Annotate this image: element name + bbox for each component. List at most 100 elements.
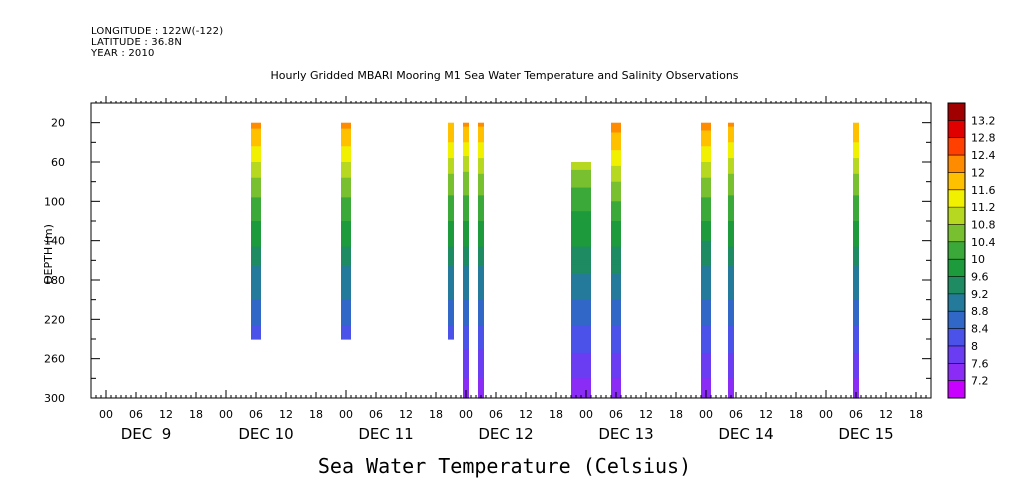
profile-cell xyxy=(463,179,469,183)
profile-cell xyxy=(341,191,351,195)
profile-cell xyxy=(478,230,484,234)
profile-cell xyxy=(463,201,469,204)
profile-cell xyxy=(853,207,859,210)
profile-cell xyxy=(611,136,621,139)
profile-cell xyxy=(853,128,859,132)
profile-cell xyxy=(448,217,454,220)
profile-cell xyxy=(853,164,859,167)
profile-cell xyxy=(728,230,734,234)
profile-cell xyxy=(611,156,621,159)
profile-cell xyxy=(251,248,261,252)
profile-cell xyxy=(478,217,484,220)
profile-cell xyxy=(463,317,469,320)
profile-cell xyxy=(571,262,591,265)
profile-cell xyxy=(478,136,484,139)
profile-cell xyxy=(853,175,859,179)
profile-cell xyxy=(448,183,454,187)
profile-cell xyxy=(571,238,591,242)
profile-cell xyxy=(251,140,261,143)
profile-cell xyxy=(251,287,261,291)
profile-cell xyxy=(251,293,261,297)
profile-cell xyxy=(341,209,351,212)
x-day-label: DEC 14 xyxy=(718,425,773,443)
profile-cell xyxy=(448,150,454,153)
profile-cell xyxy=(341,289,351,293)
profile-cell xyxy=(571,329,591,332)
profile-cell xyxy=(251,331,261,334)
profile-cell xyxy=(341,282,351,285)
profile-cell xyxy=(853,327,859,330)
profile-cell xyxy=(448,193,454,197)
profile-cell xyxy=(478,207,484,210)
profile-cell xyxy=(448,201,454,204)
colorbar-swatch xyxy=(948,276,965,295)
profile-cell xyxy=(463,181,469,185)
profile-cell xyxy=(478,360,484,364)
profile-cell xyxy=(341,164,351,167)
profile-cell xyxy=(251,291,261,295)
x-hour-label: 18 xyxy=(189,408,203,421)
profile-cell xyxy=(478,124,484,128)
colorbar: 7.2 7.6 8 8.4 8.8 9.2 9.6 10 10.4 10.8 11.2 11.6 12 1… xyxy=(947,102,996,399)
profile-cell xyxy=(853,240,859,244)
profile-cell xyxy=(463,244,469,248)
profile-cell xyxy=(701,283,711,287)
profile-cell xyxy=(853,297,859,301)
profile-cell xyxy=(251,325,261,328)
profile-cell xyxy=(478,175,484,179)
profile-cell xyxy=(251,160,261,163)
profile-cell xyxy=(448,337,454,340)
profile-cell xyxy=(701,370,711,374)
profile-cell xyxy=(571,211,591,214)
profile-cell xyxy=(701,307,711,311)
profile-cell xyxy=(448,315,454,318)
profile-cell xyxy=(611,376,621,379)
profile-column xyxy=(448,122,454,340)
profile-cell xyxy=(853,140,859,143)
x-hour-label: 18 xyxy=(909,408,923,421)
profile-cell xyxy=(701,341,711,344)
profile-cell xyxy=(463,327,469,330)
profile-cell xyxy=(341,142,351,145)
profile-cell xyxy=(853,165,859,169)
profile-cell xyxy=(571,370,591,374)
x-hour-label: 12 xyxy=(159,408,173,421)
profile-cell xyxy=(701,124,711,128)
profile-cell xyxy=(448,274,454,277)
y-tick-label: 140 xyxy=(44,235,65,248)
profile-cell xyxy=(728,228,734,232)
profile-cell xyxy=(251,142,261,145)
profile-cell xyxy=(853,252,859,256)
profile-cell xyxy=(341,315,351,318)
profile-cell xyxy=(701,315,711,318)
profile-cell xyxy=(571,193,591,197)
x-day-label: DEC 12 xyxy=(478,425,533,443)
profile-cell xyxy=(853,195,859,198)
profile-cell xyxy=(478,201,484,204)
profile-cell xyxy=(463,364,469,368)
profile-cell xyxy=(463,319,469,322)
profile-cell xyxy=(251,152,261,155)
profile-cell xyxy=(341,146,351,149)
profile-cell xyxy=(463,171,469,175)
profile-cell xyxy=(448,264,454,267)
profile-cell xyxy=(728,191,734,195)
profile-cell xyxy=(701,207,711,210)
profile-cell xyxy=(728,374,734,377)
profile-cell xyxy=(701,299,711,303)
profile-cell xyxy=(341,173,351,177)
profile-cell xyxy=(853,136,859,139)
profile-cell xyxy=(853,333,859,336)
profile-cell xyxy=(701,181,711,185)
profile-cell xyxy=(571,380,591,383)
profile-cell xyxy=(728,146,734,149)
profile-cell xyxy=(463,256,469,259)
profile-cell xyxy=(611,191,621,195)
profile-cell xyxy=(251,262,261,265)
profile-cell xyxy=(478,260,484,263)
profile-cell xyxy=(571,305,591,309)
profile-cell xyxy=(853,217,859,220)
profile-cell xyxy=(463,232,469,236)
profile-cell xyxy=(341,283,351,287)
profile-cell xyxy=(448,185,454,189)
